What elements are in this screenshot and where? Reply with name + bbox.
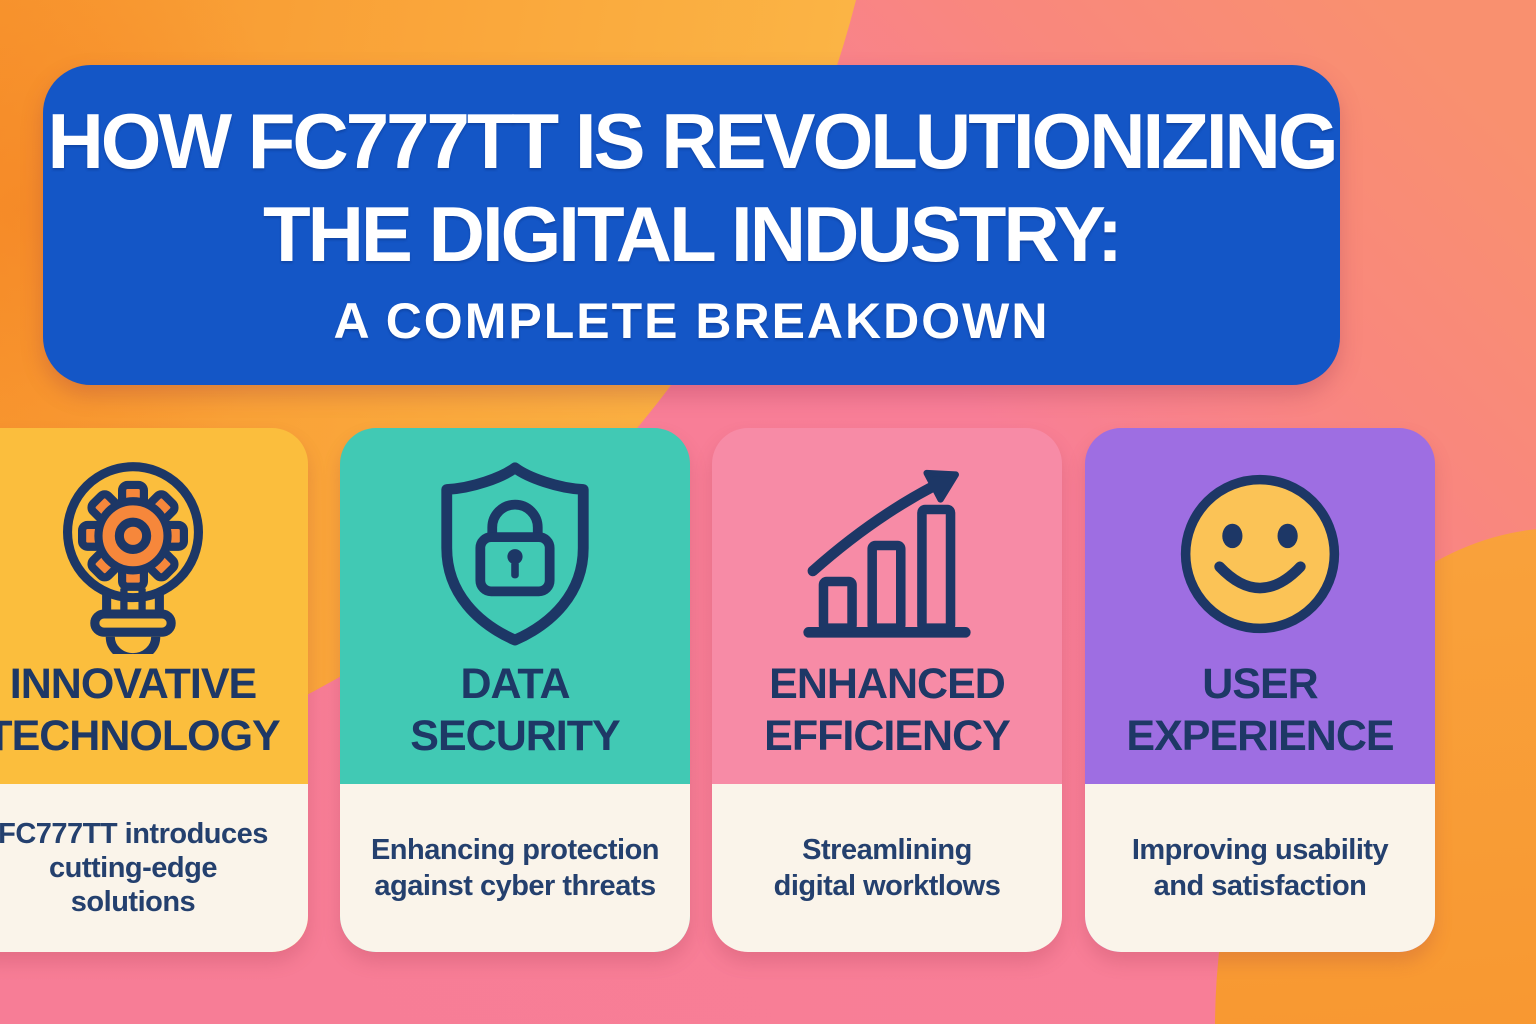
card-innovative-technology: INNOVATIVE TECHNOLOGY FC777TT introduces…	[0, 428, 308, 952]
card-title: DATA SECURITY	[410, 660, 620, 760]
card-body-text: FC777TT introduces cutting-edge solution…	[0, 784, 308, 952]
header-banner: HOW FC777TT IS REVOLUTIONIZING THE DIGIT…	[43, 65, 1340, 385]
lightbulb-gear-icon	[0, 448, 308, 660]
card-title: INNOVATIVE TECHNOLOGY	[0, 660, 281, 760]
header-subtitle: A COMPLETE BREAKDOWN	[333, 293, 1050, 349]
smiley-face-icon	[1085, 448, 1435, 660]
growth-chart-icon	[712, 448, 1062, 660]
header-title-line-2: THE DIGITAL INDUSTRY:	[262, 190, 1123, 278]
card-data-security: DATA SECURITY Enhancing protection again…	[340, 428, 690, 952]
card-body-text: Improving usability and satisfaction	[1085, 784, 1435, 952]
header-title-line-1: HOW FC777TT IS REVOLUTIONIZING	[47, 97, 1338, 185]
card-enhanced-efficiency: ENHANCED EFFICIENCY Streamlining digital…	[712, 428, 1062, 952]
shield-lock-icon	[340, 448, 690, 660]
card-title: ENHANCED EFFICIENCY	[764, 660, 1011, 760]
card-body-text: Enhancing protection against cyber threa…	[340, 784, 690, 952]
card-user-experience: USER EXPERIENCE Improving usability and …	[1085, 428, 1435, 952]
card-title: USER EXPERIENCE	[1126, 660, 1394, 760]
card-body-text: Streamlining digital worktlows	[712, 784, 1062, 952]
header-title: HOW FC777TT IS REVOLUTIONIZING THE DIGIT…	[47, 95, 1338, 281]
